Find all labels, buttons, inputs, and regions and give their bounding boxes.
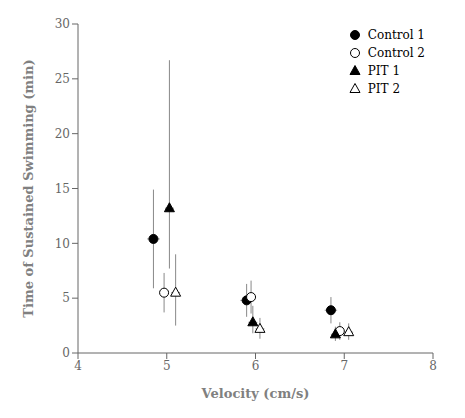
svg-text:6: 6 (252, 359, 260, 373)
svg-text:5: 5 (62, 291, 70, 305)
html-text:Control 1: Control 1 (367, 28, 425, 42)
html-text:PIT 2: PIT 2 (367, 82, 401, 96)
html-text:Control 2: Control 2 (367, 46, 425, 60)
svg-text:Time of Sustained Swimming (mi: Time of Sustained Swimming (min) (21, 59, 36, 317)
svg-text:20: 20 (55, 127, 70, 141)
svg-text:8: 8 (429, 359, 437, 373)
svg-text:0: 0 (62, 346, 70, 360)
svg-text:7: 7 (340, 359, 348, 373)
svg-text:15: 15 (55, 182, 70, 196)
svg-text:10: 10 (55, 237, 70, 251)
svg-text:4: 4 (74, 359, 82, 373)
svg-text:30: 30 (55, 17, 70, 31)
svg-text:25: 25 (55, 72, 70, 86)
html-text:PIT 1: PIT 1 (367, 64, 401, 78)
svg-text:5: 5 (163, 359, 171, 373)
svg-text:Velocity (cm/s): Velocity (cm/s) (201, 386, 310, 401)
